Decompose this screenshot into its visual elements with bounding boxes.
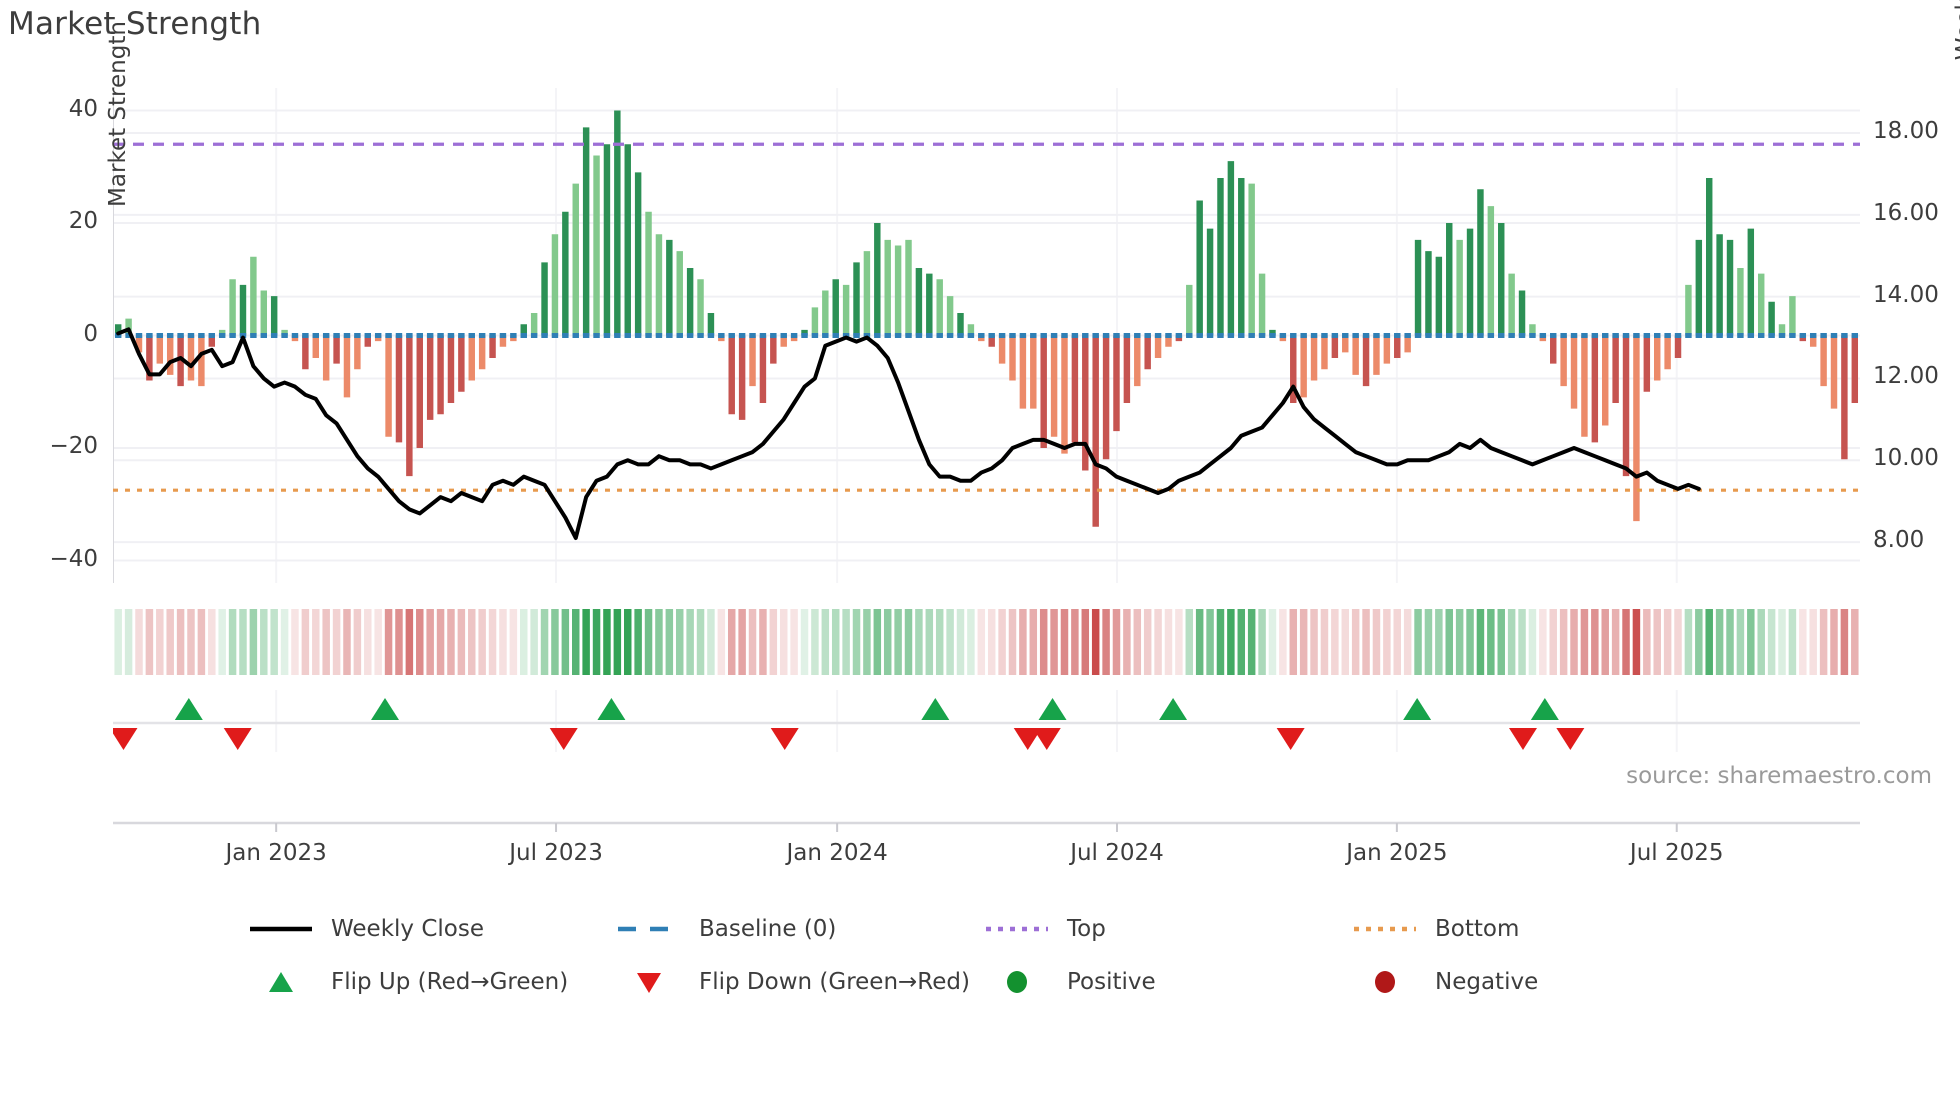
y2-axis-tick-label: 12.00 [1873, 363, 1939, 390]
x-axis-tick-label: Jul 2025 [1629, 840, 1724, 866]
y2-axis-tick-label: 16.00 [1873, 199, 1939, 226]
source-attribution: source: sharemaestro.com [1626, 763, 1932, 789]
y-axis-tick-label: −20 [49, 433, 98, 459]
legend-item-label: Top [1067, 916, 1106, 942]
legend-item-label: Bottom [1435, 916, 1520, 942]
legend-item-label: Positive [1067, 969, 1156, 995]
legend-item-label: Baseline (0) [699, 916, 837, 942]
y-axis-tick-label: 40 [68, 95, 98, 122]
y-axis-tick-label: −40 [49, 545, 98, 572]
legend-row-lines: Weekly Close Baseline (0) Top Bottom [0, 915, 1960, 943]
flip-markers-row [109, 690, 1860, 752]
legend-item[interactable]: Positive [980, 968, 1348, 996]
y2-axis-tick-label: 10.00 [1873, 445, 1939, 472]
dotted-line-swatch [980, 915, 1054, 943]
x-axis-tick-label: Jul 2024 [1070, 840, 1164, 866]
x-axis-tick-label: Jul 2023 [509, 840, 603, 866]
dashed-line-swatch [612, 915, 686, 943]
heatmap-canvas [113, 607, 1860, 677]
x-axis-tick-label: Jan 2024 [786, 840, 888, 866]
legend-item[interactable]: Bottom [1348, 915, 1716, 943]
strength-heatmap-strip [113, 607, 1860, 677]
x-axis-tick-label: Jan 2023 [225, 840, 327, 866]
y2-axis-tick-label: 18.00 [1873, 118, 1939, 144]
legend-item[interactable]: Baseline (0) [612, 915, 980, 943]
market-strength-chart: Market Strength 40 20 0 −20 −40 18.00 16.00 14.… [49, 21, 1939, 583]
legend-row-markers: Flip Up (Red→Green) Flip Down (Green→Red)… [0, 968, 1960, 996]
chart-canvas [113, 88, 1860, 583]
circle-icon [980, 968, 1054, 996]
legend-item-label: Flip Up (Red→Green) [331, 969, 569, 995]
y2-axis-tick-label: 8.00 [1873, 527, 1925, 554]
legend-item[interactable]: Flip Down (Green→Red) [612, 968, 980, 996]
y-axis-tick-label: 0 [83, 320, 98, 347]
left-axis-title: Market Strength [105, 21, 131, 207]
chart-legend: Weekly Close Baseline (0) Top Bottom Flip U… [0, 915, 1960, 996]
legend-item[interactable]: Flip Up (Red→Green) [244, 968, 612, 996]
x-axis-line [113, 821, 1860, 832]
x-axis: Jan 2023 Jul 2023 Jan 2024 Jul 2024 Jan 2025… [113, 818, 1860, 878]
page-title: Market Strength [8, 6, 262, 42]
legend-item[interactable]: Top [980, 915, 1348, 943]
y-axis-tick-label: 20 [68, 208, 98, 234]
right-axis-title: Weekly Close Price [1952, 0, 1960, 112]
legend-item[interactable]: Weekly Close [244, 915, 612, 943]
dotted-line-swatch [1348, 915, 1422, 943]
x-axis-tick-label: Jan 2025 [1346, 840, 1448, 866]
legend-item-label: Flip Down (Green→Red) [699, 969, 970, 995]
legend-item-label: Weekly Close [331, 916, 484, 942]
circle-icon [1348, 968, 1422, 996]
flip-markers-canvas [109, 690, 1860, 752]
y2-axis-tick-label: 14.00 [1873, 281, 1939, 308]
solid-line-swatch [244, 915, 318, 943]
triangle-up-icon [244, 968, 318, 996]
triangle-down-icon [612, 968, 686, 996]
legend-item-label: Negative [1435, 969, 1539, 995]
legend-item[interactable]: Negative [1348, 968, 1716, 996]
